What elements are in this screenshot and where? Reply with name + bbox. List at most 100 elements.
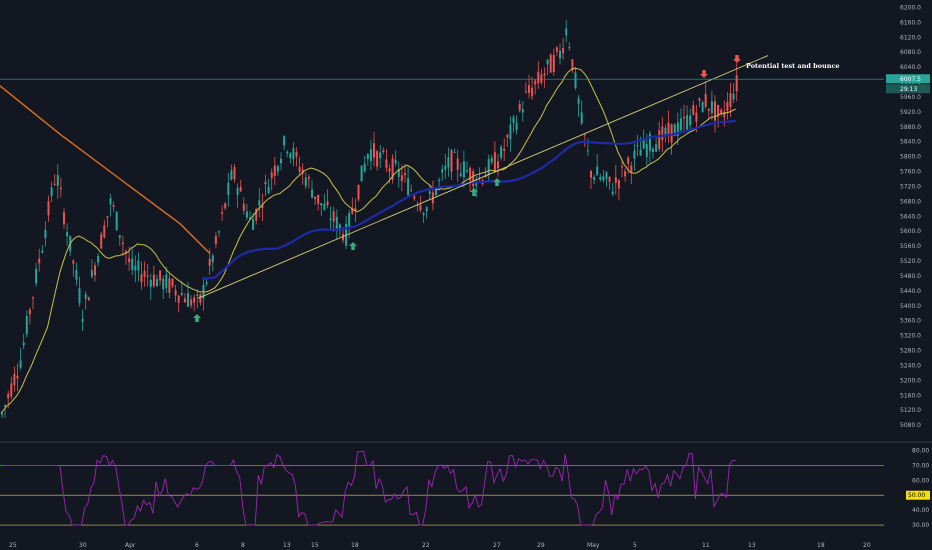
rsi-tick-label: 30.00 xyxy=(912,522,929,529)
price-tick-label: 5360.0 xyxy=(900,318,921,325)
candle-body xyxy=(648,133,651,152)
time-tick-label: Apr xyxy=(125,542,136,549)
time-axis[interactable]: 25 30 Apr 6 8 13 15 18 22 27 29 May 5 11 13 18 20 xyxy=(9,542,871,549)
rsi-pane[interactable] xyxy=(0,451,884,526)
candle-body xyxy=(134,265,137,271)
candle-body xyxy=(382,150,385,153)
candle-body xyxy=(679,118,682,131)
candle-body xyxy=(348,212,351,229)
candle-body xyxy=(357,184,360,200)
candle-body xyxy=(394,160,397,164)
rsi-line xyxy=(4,451,736,526)
candle-body xyxy=(109,198,112,205)
candle-body xyxy=(397,168,400,177)
time-tick-label: 18 xyxy=(817,542,825,549)
candle-body xyxy=(413,196,416,199)
candle-body xyxy=(537,71,540,84)
candle-body xyxy=(81,318,84,322)
candle-body xyxy=(497,161,499,169)
candle-body xyxy=(630,165,633,173)
candle-body xyxy=(13,373,16,386)
countdown-label: 29:13 xyxy=(900,86,917,93)
candle-body xyxy=(289,153,292,159)
candle-body xyxy=(590,171,592,178)
candle-body xyxy=(16,375,19,379)
candle-body xyxy=(617,180,620,189)
price-axis[interactable]: 6200.06160.06120.06080.06040.06000.05960… xyxy=(886,4,930,429)
candle-body xyxy=(311,189,313,198)
candle-body xyxy=(664,127,667,135)
candle-body xyxy=(683,116,685,119)
candle-body xyxy=(475,181,478,186)
candle-body xyxy=(419,205,422,211)
candle-body xyxy=(295,151,298,157)
candle-body xyxy=(249,217,251,219)
candle-body xyxy=(546,59,549,65)
candle-body xyxy=(128,258,131,263)
candle-body xyxy=(50,187,53,197)
current-price-tag xyxy=(886,74,930,84)
time-tick-label: 30 xyxy=(79,542,87,549)
candle-body xyxy=(624,171,627,177)
candle-body xyxy=(345,223,348,246)
candle-body xyxy=(174,290,177,296)
candle-body xyxy=(366,154,369,160)
price-tick-label: 6200.0 xyxy=(900,4,921,11)
candle-body xyxy=(543,73,546,76)
candle-body xyxy=(580,112,583,124)
candle-body xyxy=(658,130,661,150)
candle-body xyxy=(528,85,530,94)
candle-body xyxy=(53,183,56,185)
time-tick-label: 20 xyxy=(863,542,871,549)
candle-body xyxy=(605,172,608,179)
candle-body xyxy=(329,218,332,221)
candle-body xyxy=(149,279,152,287)
candle-body xyxy=(667,122,670,136)
candle-body xyxy=(633,150,636,159)
price-tick-label: 5280.0 xyxy=(900,348,921,355)
up-arrow-marker xyxy=(469,188,478,196)
candle-body xyxy=(710,101,713,114)
candle-body xyxy=(642,138,645,149)
candle-body xyxy=(264,181,267,185)
candle-body xyxy=(143,270,146,277)
candle-body xyxy=(652,148,654,153)
candle-body xyxy=(369,149,372,162)
candle-body xyxy=(35,268,38,284)
candle-body xyxy=(196,294,199,296)
candle-body xyxy=(462,161,465,178)
candle-body xyxy=(639,149,642,156)
candle-body xyxy=(534,80,537,85)
candle-body xyxy=(233,167,236,180)
candle-body xyxy=(376,151,379,167)
price-tick-label: 5720.0 xyxy=(900,183,921,190)
candle-body xyxy=(447,157,450,168)
candle-body xyxy=(500,146,503,158)
price-tick-label: 5840.0 xyxy=(900,139,921,146)
candle-body xyxy=(400,175,403,182)
candle-body xyxy=(450,149,453,172)
up-arrow-marker xyxy=(492,178,501,186)
candle-body xyxy=(363,163,366,172)
rsi-highlight-label: 50.00 xyxy=(908,492,925,499)
candle-body xyxy=(404,173,406,176)
candle-body xyxy=(385,159,388,168)
candle-body xyxy=(218,231,220,233)
candle-body xyxy=(723,111,726,118)
candle-body xyxy=(704,93,707,107)
price-tick-label: 5520.0 xyxy=(900,258,921,265)
candle-body xyxy=(645,144,648,157)
up-arrow-marker xyxy=(193,314,201,322)
price-tick-label: 5560.0 xyxy=(900,243,921,250)
candle-body xyxy=(317,194,320,204)
candle-body xyxy=(571,59,574,71)
price-tick-label: 5680.0 xyxy=(900,198,921,205)
time-tick-label: 25 xyxy=(9,542,17,549)
price-pane[interactable] xyxy=(0,19,884,419)
candle-body xyxy=(524,91,527,93)
candle-body xyxy=(221,212,224,214)
candle-body xyxy=(38,258,41,264)
price-tick-label: 5200.0 xyxy=(900,377,921,384)
